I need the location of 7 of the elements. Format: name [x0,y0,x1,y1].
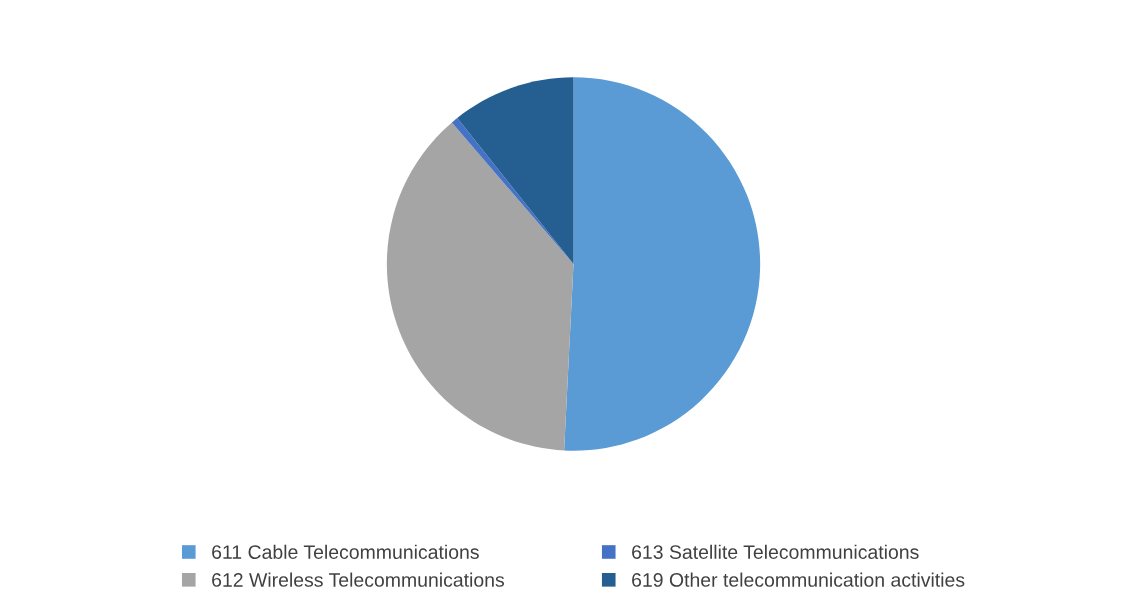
pie-slice [386,122,574,451]
pie-slice [457,77,574,265]
legend-label: 611 Cable Telecommunications [212,544,479,559]
legend-label: 619 Other telecommunication activities [632,572,965,587]
legend-label: 613 Satellite Telecommunications [632,544,919,559]
legend-label: 612 Wireless Telecommunications [212,572,505,587]
pie-slice [564,77,761,451]
